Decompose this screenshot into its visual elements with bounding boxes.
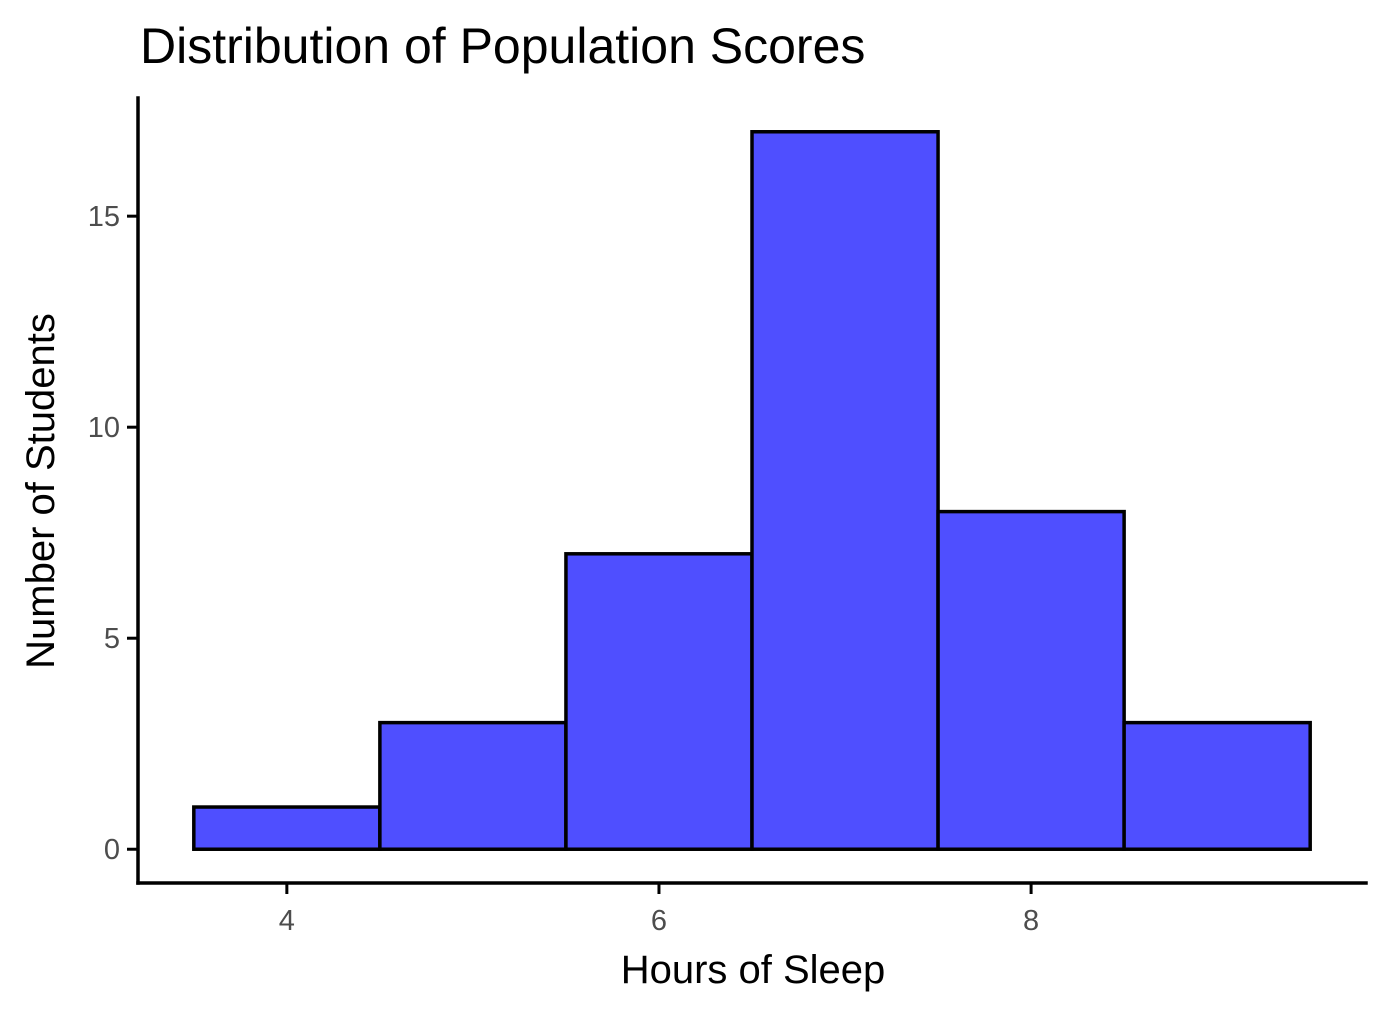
histogram-bar	[1122, 720, 1312, 851]
histogram-bars	[192, 130, 1312, 851]
y-axis-label: Number of Students	[19, 313, 63, 669]
x-axis-label: Hours of Sleep	[621, 948, 886, 992]
x-tick-label: 6	[651, 905, 667, 937]
chart-axes	[136, 96, 1368, 885]
histogram-bar	[750, 130, 940, 851]
histogram-bar	[936, 509, 1126, 851]
histogram-bar	[564, 552, 754, 851]
y-tick-label: 10	[88, 412, 120, 444]
y-tick-label: 0	[104, 834, 120, 866]
x-tick-label: 8	[1023, 905, 1039, 937]
y-axis-ticks: 0 5 10 15	[88, 201, 138, 866]
x-tick-label: 4	[279, 905, 295, 937]
x-axis-ticks: 4 6 8	[279, 883, 1039, 937]
histogram-bar	[378, 720, 568, 851]
y-tick-label: 5	[104, 623, 120, 655]
y-tick-label: 15	[88, 201, 120, 233]
histogram-bar	[192, 805, 382, 851]
chart-title: Distribution of Population Scores	[140, 18, 865, 74]
